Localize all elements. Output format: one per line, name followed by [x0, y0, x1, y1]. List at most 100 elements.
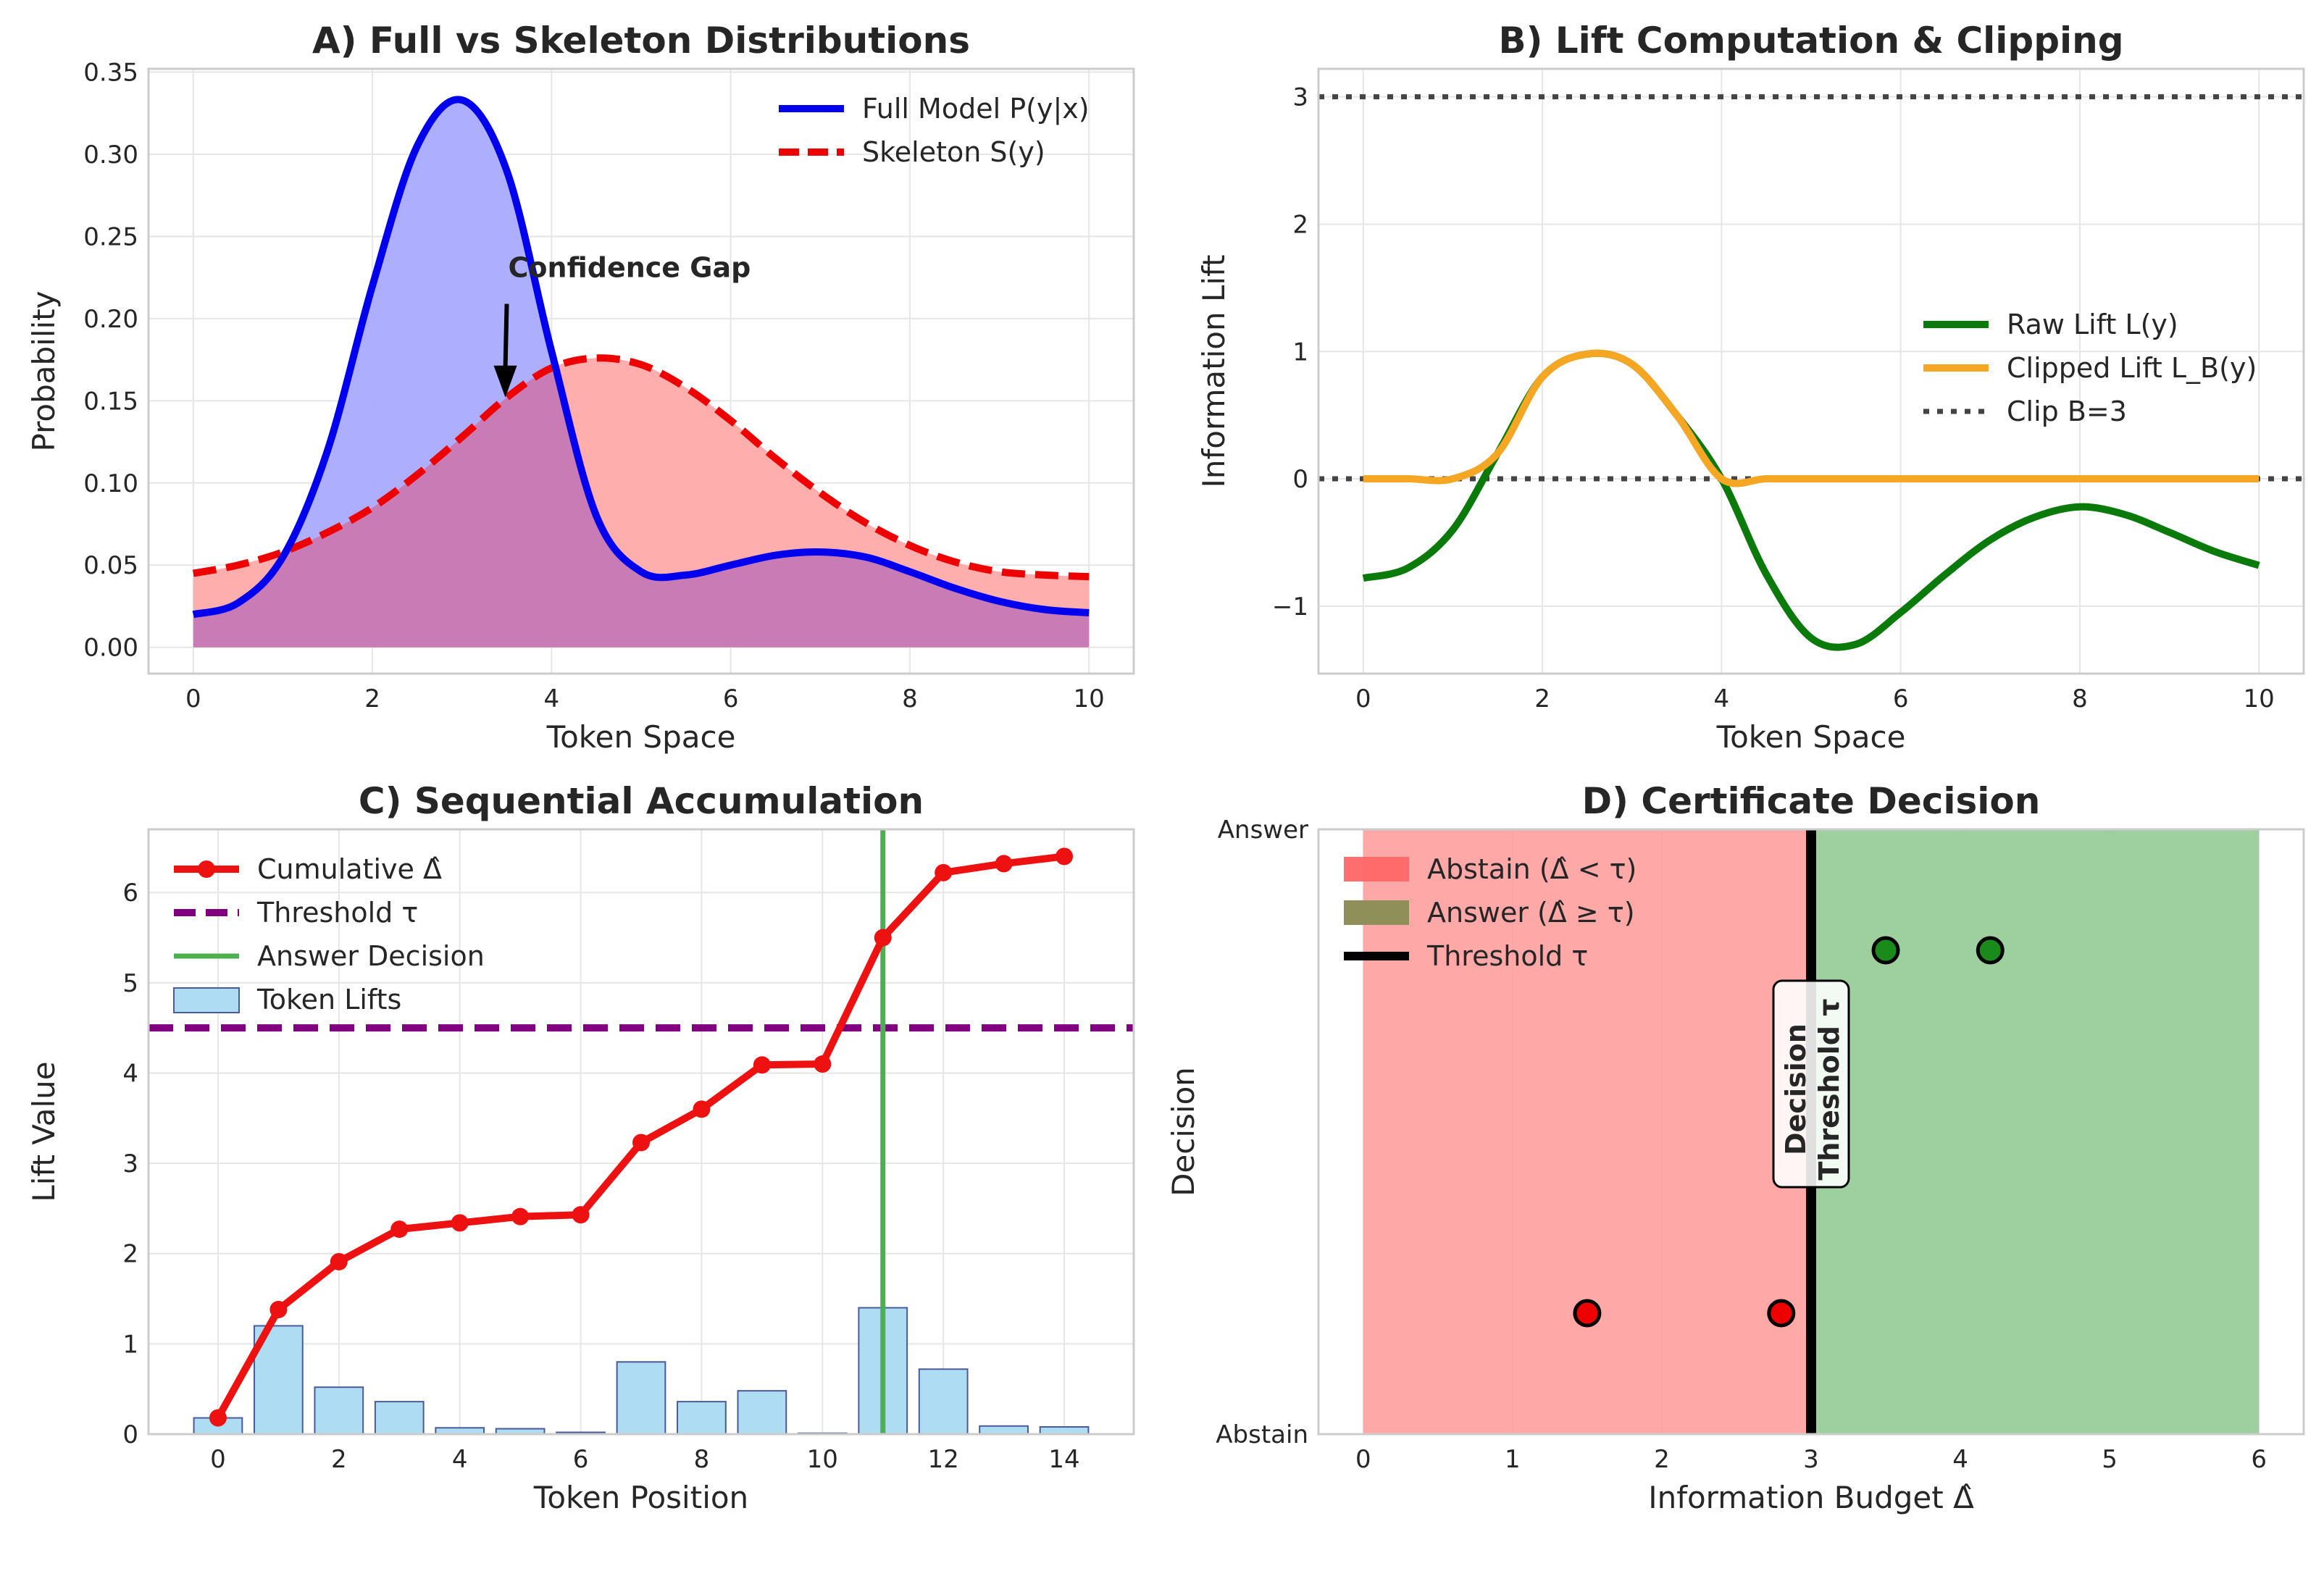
legend-answer-swatch [1344, 900, 1409, 925]
token-lift-bar [374, 1401, 425, 1435]
y-tick-label: 3 [122, 1149, 138, 1178]
cumulative-point [572, 1206, 590, 1224]
token-lift-bar [314, 1386, 364, 1435]
annotation-arrow-shaft [503, 303, 509, 369]
x-tick-label: 12 [928, 1445, 959, 1474]
cumulative-point [874, 929, 892, 947]
y-tick-label: 0.25 [83, 222, 138, 251]
x-tick-label: 2 [1534, 684, 1550, 713]
x-tick-label: 8 [2072, 684, 2088, 713]
cumulative-point [693, 1100, 711, 1118]
x-tick-label: 0 [1355, 1445, 1371, 1474]
x-tick-label: 2 [331, 1445, 347, 1474]
answer-point [1871, 936, 1900, 965]
panel-a: 0 2 4 6 8 10 0.00 0.05 0.10 0.15 0.20 0.25 0.30 0.35 A… [26, 20, 1135, 755]
y-tick-label: 0.10 [83, 469, 138, 498]
legend-threshold-label: Threshold τ [1426, 940, 1588, 972]
y-tick-label: 0.05 [83, 551, 138, 580]
y-axis-label: Lift Value [26, 1061, 62, 1202]
abstain-point [1767, 1299, 1796, 1328]
x-tick-label: 6 [573, 1445, 589, 1474]
axes-frame [1317, 828, 2305, 1436]
axes-frame [147, 67, 1135, 675]
y-axis-label: Information Lift [1196, 254, 1232, 487]
legend-abstain-label: Abstain (Δ̂ < τ) [1427, 853, 1637, 885]
x-axis-label: Token Position [533, 1480, 748, 1515]
x-tick-label: 10 [807, 1445, 838, 1474]
x-tick-label: 8 [694, 1445, 710, 1474]
cumulative-point [451, 1214, 469, 1232]
y-tick-label: 5 [122, 969, 138, 998]
cumulative-point [269, 1301, 288, 1319]
cumulative-point [511, 1207, 530, 1226]
legend-decision-label: Answer Decision [257, 940, 485, 972]
cumulative-point [330, 1252, 348, 1270]
chart-title: B) Lift Computation & Clipping [1498, 20, 2123, 62]
cumulative-point [995, 855, 1013, 873]
threshold-label-box [1772, 979, 1850, 1189]
y-tick-label: 2 [1292, 210, 1308, 239]
y-tick-label: 0.30 [83, 141, 138, 169]
x-tick-label: 4 [1952, 1445, 1968, 1474]
x-tick-label: 10 [1074, 684, 1105, 713]
answer-region [1811, 829, 2260, 1434]
x-tick-label: 14 [1048, 1445, 1079, 1474]
y-tick-label: 4 [122, 1059, 138, 1088]
x-tick-label: 3 [1803, 1445, 1819, 1474]
token-lift-bar [677, 1401, 727, 1435]
cumulative-point [390, 1220, 409, 1239]
cumulative-point [753, 1056, 771, 1074]
x-tick-label: 4 [452, 1445, 468, 1474]
legend-bars-label: Token Lifts [256, 984, 401, 1015]
y-tick-abstain: Abstain [1216, 1420, 1308, 1449]
legend-abstain-swatch [1344, 857, 1409, 881]
token-lift-bar [616, 1361, 666, 1435]
y-tick-label: 6 [122, 879, 138, 908]
y-tick-label: 1 [122, 1330, 138, 1359]
skeleton-line [192, 354, 1090, 581]
clipped-lift-line [1363, 349, 2260, 487]
x-tick-label: 4 [544, 684, 560, 713]
legend-raw-label: Raw Lift L(y) [2007, 309, 2178, 340]
x-tick-label: 6 [723, 684, 739, 713]
legend-cumulative-marker [198, 860, 215, 878]
legend-clipped-label: Clipped Lift L_B(y) [2007, 352, 2257, 384]
x-tick-label: 1 [1505, 1445, 1521, 1474]
x-tick-label: 0 [1355, 684, 1371, 713]
threshold-label-line: Threshold τ [1813, 999, 1845, 1181]
x-tick-label: 10 [2244, 684, 2275, 713]
legend-bars-swatch [173, 987, 240, 1013]
cumulative-point [1056, 847, 1074, 866]
y-axis-label: Decision [1166, 1067, 1201, 1197]
chart-title: D) Certificate Decision [1582, 780, 2041, 822]
x-axis-label: Information Budget Δ̂ [1648, 1480, 1974, 1515]
annotation-arrow-head [493, 365, 517, 398]
abstain-point [1573, 1299, 1602, 1328]
panel-b: 0 2 4 6 8 10 −1 0 1 2 3 B) Lift Computation & Clipp… [1196, 20, 2305, 755]
chart-title: C) Sequential Accumulation [359, 780, 924, 822]
y-tick-label: 0.20 [83, 305, 138, 334]
y-tick-label: 2 [122, 1240, 138, 1269]
x-tick-label: 8 [902, 684, 918, 713]
y-tick-label: 0 [1292, 465, 1308, 494]
y-tick-label: 0.35 [83, 59, 138, 88]
token-lift-bar [737, 1390, 787, 1435]
x-tick-label: 6 [1893, 684, 1909, 713]
threshold-label-line: Decision [1780, 1023, 1812, 1155]
confidence-gap-annotation: Confidence Gap [509, 252, 751, 284]
cumulative-point [209, 1409, 227, 1427]
abstain-region [1363, 829, 1811, 1434]
threshold-label-text: DecisionThreshold τ [1780, 999, 1845, 1181]
x-tick-label: 0 [210, 1445, 226, 1474]
cumulative-point [632, 1134, 650, 1152]
full-model-line [192, 96, 1090, 619]
x-tick-label: 2 [1654, 1445, 1670, 1474]
y-axis-label: Probability [26, 290, 62, 451]
x-tick-label: 5 [2102, 1445, 2118, 1474]
answer-point [1976, 936, 2005, 965]
x-tick-label: 6 [2251, 1445, 2267, 1474]
x-tick-label: 2 [364, 684, 380, 713]
x-tick-label: 0 [185, 684, 201, 713]
